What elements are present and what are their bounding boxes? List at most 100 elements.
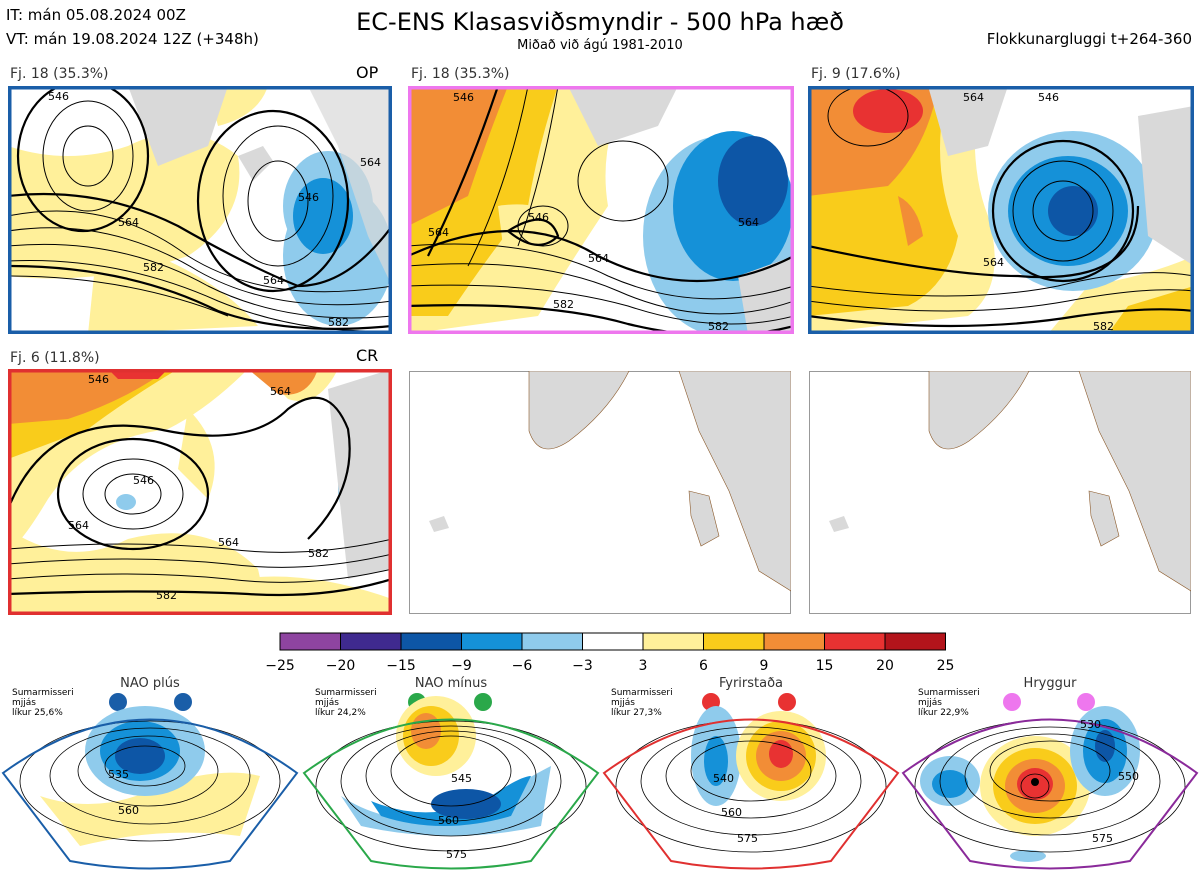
- colorbar-tick: −20: [326, 658, 356, 674]
- colorbar-tick: 25: [937, 658, 955, 674]
- regime-dot: [109, 693, 127, 711]
- colorbar-cell: [703, 632, 765, 651]
- regime-name: Fyrirstaða: [718, 676, 784, 691]
- contour-label: 564: [118, 216, 139, 229]
- colorbar-cell: [279, 632, 341, 651]
- contour-label: 582: [708, 320, 729, 333]
- colorbar-tick: −3: [572, 658, 593, 674]
- contour-label: 564: [263, 274, 284, 287]
- panel-1-border: [8, 86, 392, 334]
- panel-2-border: [408, 86, 794, 334]
- regime-contour-label: 560: [721, 806, 742, 819]
- regime-season: Sumarmisseri: [12, 688, 74, 698]
- panel-4-border: [8, 369, 392, 615]
- colorbar-tick: −9: [451, 658, 472, 674]
- contour-label: 546: [133, 474, 154, 487]
- regime-smoothing: mjjás: [611, 698, 635, 708]
- regime-season: Sumarmisseri: [918, 688, 980, 698]
- regime-probability: líkur 25,6%: [12, 708, 63, 718]
- regime-contour-label: 545: [451, 772, 472, 785]
- panel-4-tag: CR: [356, 346, 379, 365]
- colorbar-tick: 15: [816, 658, 834, 674]
- regime-nao-plus: Sumarmisseri mjjás líkur 25,6% NAO plús …: [0, 676, 300, 871]
- cluster-map-4: 546 564 546 564 582 582 564: [8, 369, 392, 615]
- regime-dot: [474, 693, 492, 711]
- regime-dot: [1077, 693, 1095, 711]
- colorbar-cell: [582, 632, 644, 651]
- contour-label: 564: [963, 91, 984, 104]
- colorbar-tick: 6: [699, 658, 708, 674]
- regime-contour-label: 530: [1080, 718, 1101, 731]
- regime-season: Sumarmisseri: [611, 688, 673, 698]
- colorbar-tick: 3: [639, 658, 648, 674]
- contour-label: 564: [428, 226, 449, 239]
- contour-label: 546: [298, 191, 319, 204]
- page-subtitle: Miðað við ágú 1981-2010: [517, 38, 683, 53]
- contour-label: 582: [308, 547, 329, 560]
- regime-contour-label: 535: [108, 768, 129, 781]
- regime-contour-label: 560: [438, 814, 459, 827]
- contour-label: 582: [156, 589, 177, 602]
- contour-label: 546: [48, 90, 69, 103]
- regime-probability: líkur 24,2%: [315, 708, 366, 718]
- contour-label: 564: [983, 256, 1004, 269]
- regime-contour-label: 560: [118, 804, 139, 817]
- regime-season: Sumarmisseri: [315, 688, 377, 698]
- contour-label: 564: [360, 156, 381, 169]
- cluster-map-1: 564 546 582 564 546 564 582: [8, 86, 392, 334]
- regime-probability: líkur 27,3%: [611, 708, 662, 718]
- contour-label: 582: [143, 261, 164, 274]
- regime-dot: [778, 693, 796, 711]
- regime-contour-label: 550: [1118, 770, 1139, 783]
- contour-label: 582: [553, 298, 574, 311]
- regime-contour-label: 575: [446, 848, 467, 861]
- regime-blocking: Sumarmisseri mjjás líkur 27,3% Fyrirstað…: [601, 676, 901, 871]
- regime-contour-label: 575: [1092, 832, 1113, 845]
- contour-label: 546: [453, 91, 474, 104]
- colorbar-cell: [763, 632, 825, 651]
- regime-smoothing: mjjás: [918, 698, 942, 708]
- regime-name: NAO mínus: [414, 676, 488, 691]
- cluster-map-2: 546 564 546 564 564 582 582: [408, 86, 794, 334]
- panel-4-label: Fj. 6 (11.8%): [10, 350, 100, 366]
- empty-map-6: [809, 371, 1191, 614]
- contour-label: 582: [1093, 320, 1114, 333]
- regime-name: NAO plús: [120, 676, 180, 691]
- contour-label: 564: [218, 536, 239, 549]
- empty-map-5: [409, 371, 791, 614]
- contour-label: 564: [68, 519, 89, 532]
- classification-window: Flokkunargluggi t+264-360: [986, 30, 1192, 48]
- colorbar-cell: [642, 632, 704, 651]
- colorbar-cell: [521, 632, 583, 651]
- contour-label: 582: [328, 316, 349, 329]
- panel-1-tag: OP: [356, 63, 379, 82]
- regime-ridge: Sumarmisseri mjjás líkur 22,9% Hryggur: [900, 676, 1200, 871]
- colorbar-tick: −25: [265, 658, 295, 674]
- contour-label: 546: [528, 211, 549, 224]
- regime-smoothing: mjjás: [12, 698, 36, 708]
- contour-label: 564: [738, 216, 759, 229]
- valid-time: VT: mán 19.08.2024 12Z (+348h): [6, 30, 259, 48]
- panel-3-label: Fj. 9 (17.6%): [811, 66, 901, 82]
- colorbar-tick: −15: [386, 658, 416, 674]
- regime-contour-label: 540: [713, 772, 734, 785]
- panel-1-label: Fj. 18 (35.3%): [10, 66, 109, 82]
- init-time: IT: mán 05.08.2024 00Z: [6, 6, 186, 24]
- panel-3-border: [808, 86, 1194, 334]
- contour-label: 564: [270, 385, 291, 398]
- anomaly-colorbar: −25 −20 −15 −9 −6 −3 3 6 9 15 20 25: [265, 632, 955, 674]
- contour-label: 564: [588, 252, 609, 265]
- colorbar-tick: 20: [876, 658, 894, 674]
- regime-probability: líkur 22,9%: [918, 708, 969, 718]
- panel-2-label: Fj. 18 (35.3%): [411, 66, 510, 82]
- regime-row: Sumarmisseri mjjás líkur 25,6% NAO plús …: [0, 676, 1200, 871]
- regime-name: Hryggur: [1023, 676, 1077, 691]
- regime-dot: [1003, 693, 1021, 711]
- colorbar-cell: [884, 632, 946, 651]
- regime-smoothing: mjjás: [315, 698, 339, 708]
- colorbar-tick: 9: [760, 658, 769, 674]
- regime-contour-label: 575: [737, 832, 758, 845]
- contour-label: 546: [1038, 91, 1059, 104]
- cluster-map-3: 564 564 546 582: [808, 86, 1194, 334]
- colorbar-cell: [461, 632, 523, 651]
